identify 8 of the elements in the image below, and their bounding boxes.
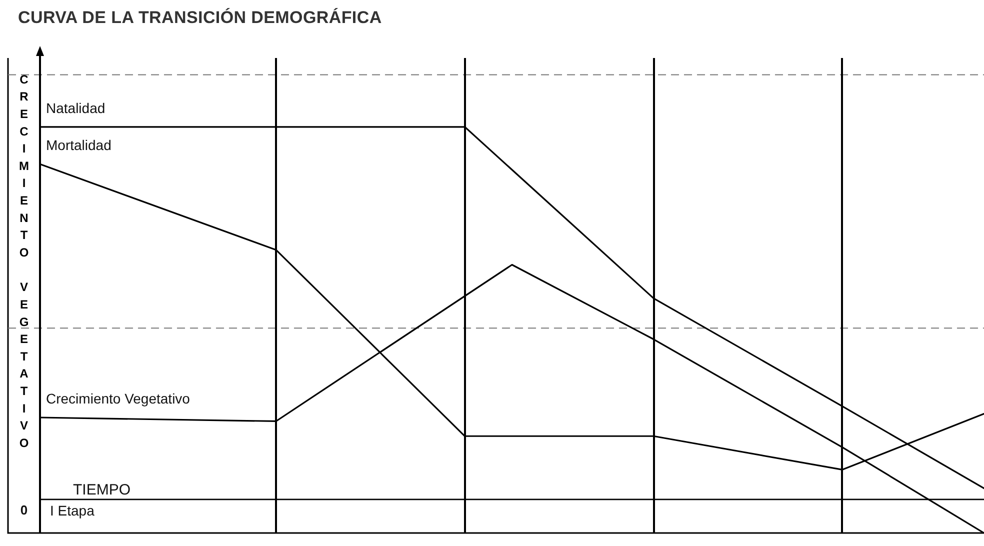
chart-title: CURVA DE LA TRANSICIÓN DEMOGRÁFICA — [18, 8, 382, 28]
text: CRECIMIENTO VEGETATIVO — [19, 72, 29, 450]
annotation: TIEMPO — [73, 481, 131, 498]
series-label: Crecimiento Vegetativo — [46, 390, 190, 407]
series-label: Natalidad — [46, 100, 106, 116]
annotation: 0 — [20, 502, 28, 518]
series-label: Mortalidad — [46, 137, 112, 154]
annotation: I Etapa — [50, 502, 95, 518]
